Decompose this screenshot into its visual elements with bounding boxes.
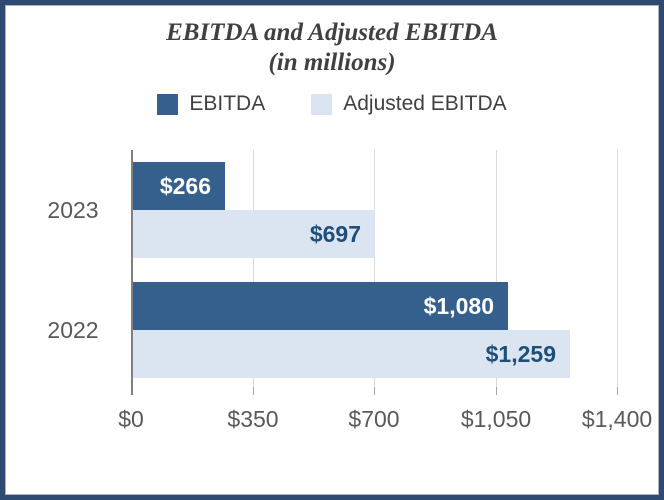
legend-label-adjusted-ebitda: Adjusted EBITDA <box>343 92 507 115</box>
axis-tick <box>617 387 618 395</box>
legend-swatch-ebitda-icon <box>157 93 179 115</box>
axis-tick <box>496 387 497 395</box>
y-axis-line <box>131 150 133 395</box>
x-tick-label-2: $700 <box>348 406 400 432</box>
category-label-2023: 2023 <box>47 197 99 223</box>
bar-value-label: $1,080 <box>423 292 494 319</box>
chart-title-line1: EBITDA and Adjusted EBITDA <box>166 19 498 46</box>
category-label-2022: 2022 <box>47 317 99 343</box>
bar-adjusted-ebitda-2023: $697 <box>133 210 375 258</box>
bar-adjusted-ebitda-2022: $1,259 <box>133 330 570 378</box>
legend-item-adjusted-ebitda: Adjusted EBITDA <box>311 92 507 116</box>
legend-item-ebitda: EBITDA <box>157 92 265 116</box>
bar-value-label: $697 <box>309 220 361 247</box>
axis-tick <box>253 387 254 395</box>
x-tick-label-0: $0 <box>118 406 144 432</box>
legend: EBITDA Adjusted EBITDA <box>5 92 659 116</box>
legend-label-ebitda: EBITDA <box>189 92 266 115</box>
chart-title-line2: (in millions) <box>268 49 396 76</box>
chart-title: EBITDA and Adjusted EBITDA (in millions) <box>5 18 659 78</box>
x-tick-label-3: $1,050 <box>460 406 532 432</box>
gridline <box>617 150 618 387</box>
x-tick-label-4: $1,400 <box>581 406 653 432</box>
gridline <box>253 150 254 387</box>
axis-tick <box>374 387 375 395</box>
plot-area: $266 $697 $1,080 $1,259 <box>131 150 625 395</box>
bar-value-label: $1,259 <box>485 340 556 367</box>
bar-value-label: $266 <box>159 172 211 199</box>
gridline <box>374 150 375 387</box>
gridline <box>496 150 497 387</box>
legend-swatch-adjusted-ebitda-icon <box>311 93 333 115</box>
bar-ebitda-2022: $1,080 <box>133 282 508 330</box>
x-tick-label-1: $350 <box>227 406 279 432</box>
bar-ebitda-2023: $266 <box>133 162 225 210</box>
